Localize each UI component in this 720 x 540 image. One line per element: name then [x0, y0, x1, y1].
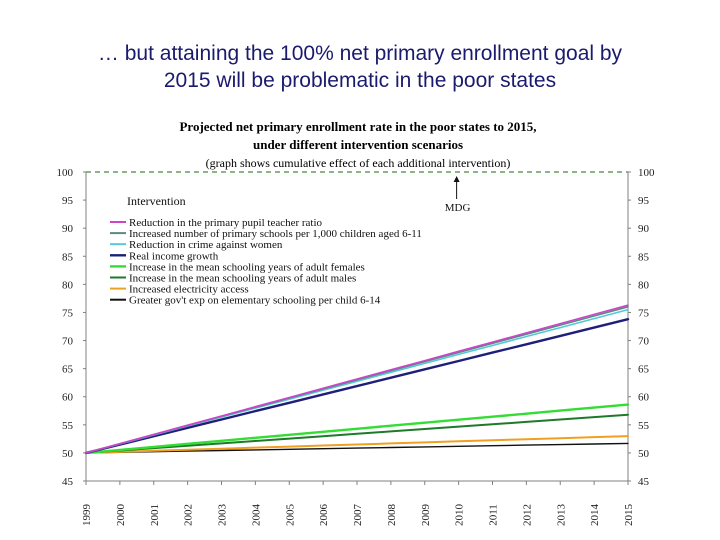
series-line — [85, 442, 629, 454]
x-tick-label: 2013 — [555, 504, 567, 527]
y-tick-label-right: 95 — [638, 195, 650, 207]
y-tick-label-right: 100 — [638, 167, 655, 179]
y-tick-label-right: 75 — [638, 307, 650, 319]
y-tick-label-left: 50 — [62, 448, 74, 460]
mdg-arrowhead — [453, 176, 460, 182]
y-tick-label-right: 60 — [638, 392, 650, 404]
x-tick-label: 2009 — [420, 504, 432, 527]
legend-label: Reduction in crime against women — [129, 239, 283, 251]
y-tick-label-right: 45 — [638, 476, 650, 488]
y-tick-label-left: 95 — [62, 195, 74, 207]
x-tick-label: 2002 — [183, 504, 195, 526]
chart-subtitle: (graph shows cumulative effect of each a… — [206, 156, 511, 170]
y-tick-label-left: 90 — [62, 223, 74, 235]
legend-label: Increase in the mean schooling years of … — [129, 261, 365, 273]
x-tick-label: 2004 — [250, 504, 262, 527]
legend-label: Increase in the mean schooling years of … — [129, 273, 356, 285]
x-tick-label: 2008 — [386, 504, 398, 527]
y-tick-label-left: 65 — [62, 364, 74, 376]
legend-label: Increased number of primary schools per … — [129, 228, 422, 240]
mdg-annotation-label: MDG — [445, 202, 471, 214]
x-tick-label: 2000 — [115, 504, 127, 527]
legend-title: Intervention — [127, 194, 186, 208]
x-tick-label: 2001 — [149, 504, 161, 526]
x-tick-label: 2010 — [454, 504, 466, 527]
legend-label: Real income growth — [129, 250, 219, 262]
series-line — [84, 403, 630, 455]
y-tick-label-right: 90 — [638, 223, 650, 235]
y-tick-label-left: 60 — [62, 392, 74, 404]
y-tick-label-left: 70 — [62, 336, 74, 348]
y-tick-label-left: 85 — [62, 251, 74, 263]
series-line — [85, 413, 629, 454]
x-tick-label: 2003 — [217, 504, 229, 527]
y-tick-label-left: 45 — [62, 476, 74, 488]
legend-label: Reduction in the primary pupil teacher r… — [129, 217, 323, 229]
y-tick-label-left: 55 — [62, 420, 74, 432]
slide-title-line-2: 2015 will be problematic in the poor sta… — [163, 69, 557, 92]
series-line — [85, 304, 629, 454]
y-tick-label-left: 100 — [57, 167, 74, 179]
legend-label: Greater gov't exp on elementary schoolin… — [129, 295, 381, 307]
y-tick-label-right: 50 — [638, 448, 650, 460]
legend-label: Increased electricity access — [129, 284, 249, 296]
chart-title-line-1: Projected net primary enrollment rate in… — [179, 119, 536, 134]
x-tick-label: 2005 — [284, 504, 296, 527]
y-tick-label-right: 80 — [638, 279, 650, 291]
x-tick-label: 2014 — [589, 504, 601, 527]
series-line — [84, 318, 630, 455]
slide-title-line-1: … but attaining the 100% net primary enr… — [97, 42, 623, 65]
x-tick-label: 2007 — [352, 504, 364, 527]
x-tick-label: 1999 — [81, 504, 93, 527]
x-tick-label: 2006 — [318, 504, 330, 527]
y-tick-label-right: 55 — [638, 420, 650, 432]
y-tick-label-right: 85 — [638, 251, 650, 263]
y-tick-label-left: 80 — [62, 279, 74, 291]
x-tick-label: 2012 — [521, 504, 533, 526]
series-line — [85, 435, 629, 454]
y-tick-label-right: 70 — [638, 336, 650, 348]
chart-title-line-2: under different intervention scenarios — [253, 137, 463, 152]
slide-title: … but attaining the 100% net primary enr… — [40, 40, 680, 94]
x-tick-label: 2011 — [488, 504, 500, 526]
y-tick-label-right: 65 — [638, 364, 650, 376]
x-tick-label: 2015 — [623, 504, 635, 527]
y-tick-label-left: 75 — [62, 307, 74, 319]
